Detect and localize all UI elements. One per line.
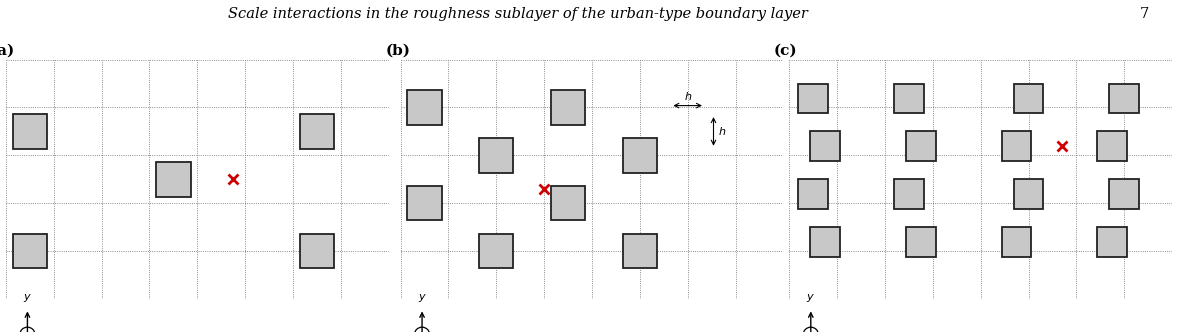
Bar (551, 186, 585, 220)
Bar (1110, 179, 1139, 209)
Bar (1014, 179, 1044, 209)
Bar (299, 234, 335, 268)
Bar (622, 138, 657, 173)
Bar (479, 234, 514, 268)
Bar (1098, 131, 1127, 161)
Text: 7: 7 (1139, 7, 1149, 21)
Text: $h$: $h$ (683, 90, 691, 102)
Bar (799, 84, 828, 113)
Text: $x$: $x$ (841, 330, 849, 332)
Bar (408, 186, 442, 220)
Bar (894, 84, 924, 113)
Bar (157, 162, 191, 197)
Bar (799, 179, 828, 209)
Bar (408, 90, 442, 125)
Bar (1014, 84, 1044, 113)
Bar (13, 114, 47, 149)
Bar (13, 234, 47, 268)
Bar (906, 131, 935, 161)
Text: $y$: $y$ (417, 292, 426, 304)
Text: (c): (c) (774, 43, 798, 57)
Bar (479, 138, 514, 173)
Bar (1001, 131, 1032, 161)
Bar (906, 227, 935, 257)
Text: $h$: $h$ (719, 125, 727, 137)
Bar (894, 179, 924, 209)
Bar (810, 131, 840, 161)
Text: (a): (a) (0, 43, 15, 57)
Bar (1110, 84, 1139, 113)
Text: $x$: $x$ (58, 330, 66, 332)
Bar (622, 234, 657, 268)
Text: $x$: $x$ (452, 330, 461, 332)
Bar (551, 90, 585, 125)
Bar (1098, 227, 1127, 257)
Text: $y$: $y$ (806, 292, 815, 304)
Text: $y$: $y$ (22, 292, 32, 304)
Bar (810, 227, 840, 257)
Bar (299, 114, 335, 149)
Text: Scale interactions in the roughness sublayer of the urban-type boundary layer: Scale interactions in the roughness subl… (229, 7, 808, 21)
Bar (1001, 227, 1032, 257)
Text: (b): (b) (385, 43, 410, 57)
